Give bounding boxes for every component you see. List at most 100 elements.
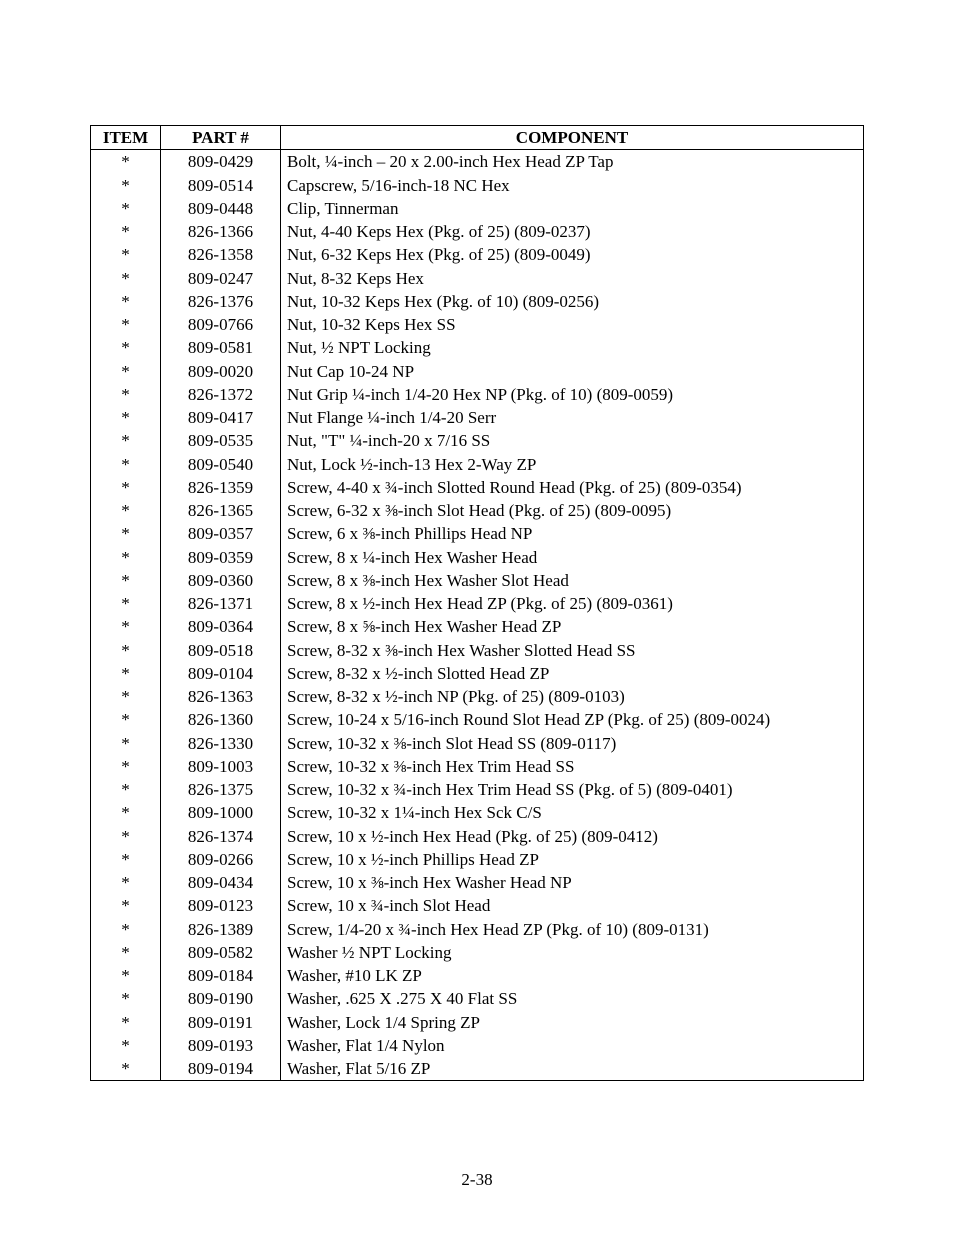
table-row: *809-0190Washer, .625 X .275 X 40 Flat S… (91, 987, 864, 1010)
component-cell: Nut Cap 10-24 NP (281, 360, 864, 383)
item-cell: * (91, 825, 161, 848)
item-cell: * (91, 871, 161, 894)
component-cell: Screw, 10 x ½-inch Hex Head (Pkg. of 25)… (281, 825, 864, 848)
item-cell: * (91, 220, 161, 243)
item-cell: * (91, 778, 161, 801)
item-cell: * (91, 801, 161, 824)
table-row: *826-1389Screw, 1/4-20 x ¾-inch Hex Head… (91, 918, 864, 941)
part-cell: 809-0535 (161, 429, 281, 452)
part-cell: 809-0540 (161, 453, 281, 476)
component-cell: Screw, 10 x ½-inch Phillips Head ZP (281, 848, 864, 871)
table-body: *809-0429Bolt, ¼-inch – 20 x 2.00-inch H… (91, 150, 864, 1081)
item-cell: * (91, 569, 161, 592)
item-cell: * (91, 522, 161, 545)
table-row: *826-1365Screw, 6-32 x ⅜-inch Slot Head … (91, 499, 864, 522)
table-row: *809-0766Nut, 10-32 Keps Hex SS (91, 313, 864, 336)
part-cell: 826-1358 (161, 243, 281, 266)
part-cell: 826-1365 (161, 499, 281, 522)
item-cell: * (91, 383, 161, 406)
part-cell: 809-0359 (161, 546, 281, 569)
component-cell: Screw, 10-32 x ⅜-inch Hex Trim Head SS (281, 755, 864, 778)
component-cell: Screw, 8-32 x ½-inch NP (Pkg. of 25) (80… (281, 685, 864, 708)
table-row: *809-0247Nut, 8-32 Keps Hex (91, 267, 864, 290)
component-cell: Screw, 8 x ¼-inch Hex Washer Head (281, 546, 864, 569)
component-cell: Washer, Flat 5/16 ZP (281, 1057, 864, 1081)
part-cell: 809-0417 (161, 406, 281, 429)
part-cell: 826-1330 (161, 732, 281, 755)
table-row: *809-0581Nut, ½ NPT Locking (91, 336, 864, 359)
table-row: *809-0540Nut, Lock ½-inch-13 Hex 2-Way Z… (91, 453, 864, 476)
part-cell: 809-0184 (161, 964, 281, 987)
page-number: 2-38 (0, 1170, 954, 1190)
part-cell: 809-1003 (161, 755, 281, 778)
part-cell: 809-0581 (161, 336, 281, 359)
item-cell: * (91, 499, 161, 522)
item-cell: * (91, 429, 161, 452)
table-row: *826-1363Screw, 8-32 x ½-inch NP (Pkg. o… (91, 685, 864, 708)
component-cell: Nut Flange ¼-inch 1/4-20 Serr (281, 406, 864, 429)
table-row: *809-0184Washer, #10 LK ZP (91, 964, 864, 987)
part-cell: 809-0357 (161, 522, 281, 545)
component-cell: Screw, 10 x ⅜-inch Hex Washer Head NP (281, 871, 864, 894)
item-cell: * (91, 732, 161, 755)
component-cell: Capscrew, 5/16-inch-18 NC Hex (281, 174, 864, 197)
item-cell: * (91, 174, 161, 197)
table-row: *809-1000Screw, 10-32 x 1¼-inch Hex Sck … (91, 801, 864, 824)
component-cell: Screw, 10-32 x ¾-inch Hex Trim Head SS (… (281, 778, 864, 801)
item-cell: * (91, 685, 161, 708)
table-row: *809-0434Screw, 10 x ⅜-inch Hex Washer H… (91, 871, 864, 894)
item-cell: * (91, 360, 161, 383)
part-cell: 826-1366 (161, 220, 281, 243)
part-cell: 826-1389 (161, 918, 281, 941)
component-cell: Nut, 6-32 Keps Hex (Pkg. of 25) (809-004… (281, 243, 864, 266)
table-row: *826-1372Nut Grip ¼-inch 1/4-20 Hex NP (… (91, 383, 864, 406)
component-cell: Washer, Lock 1/4 Spring ZP (281, 1011, 864, 1034)
part-cell: 809-0193 (161, 1034, 281, 1057)
part-cell: 809-0104 (161, 662, 281, 685)
item-cell: * (91, 964, 161, 987)
table-row: *809-0514Capscrew, 5/16-inch-18 NC Hex (91, 174, 864, 197)
component-cell: Bolt, ¼-inch – 20 x 2.00-inch Hex Head Z… (281, 150, 864, 174)
item-cell: * (91, 476, 161, 499)
table-row: *809-0429Bolt, ¼-inch – 20 x 2.00-inch H… (91, 150, 864, 174)
component-cell: Nut, 10-32 Keps Hex SS (281, 313, 864, 336)
component-cell: Washer, Flat 1/4 Nylon (281, 1034, 864, 1057)
component-cell: Screw, 1/4-20 x ¾-inch Hex Head ZP (Pkg.… (281, 918, 864, 941)
component-cell: Washer, .625 X .275 X 40 Flat SS (281, 987, 864, 1010)
component-cell: Nut, Lock ½-inch-13 Hex 2-Way ZP (281, 453, 864, 476)
table-row: *809-0194Washer, Flat 5/16 ZP (91, 1057, 864, 1081)
component-cell: Nut, ½ NPT Locking (281, 336, 864, 359)
table-row: *826-1375Screw, 10-32 x ¾-inch Hex Trim … (91, 778, 864, 801)
component-cell: Nut Grip ¼-inch 1/4-20 Hex NP (Pkg. of 1… (281, 383, 864, 406)
item-cell: * (91, 592, 161, 615)
part-cell: 809-0247 (161, 267, 281, 290)
header-component: COMPONENT (281, 126, 864, 150)
part-cell: 826-1372 (161, 383, 281, 406)
table-row: *826-1371Screw, 8 x ½-inch Hex Head ZP (… (91, 592, 864, 615)
table-row: *809-0518Screw, 8-32 x ⅜-inch Hex Washer… (91, 639, 864, 662)
item-cell: * (91, 1011, 161, 1034)
part-cell: 809-0518 (161, 639, 281, 662)
header-item: ITEM (91, 126, 161, 150)
table-row: *809-0123Screw, 10 x ¾-inch Slot Head (91, 894, 864, 917)
item-cell: * (91, 639, 161, 662)
component-cell: Screw, 6-32 x ⅜-inch Slot Head (Pkg. of … (281, 499, 864, 522)
table-row: *809-0266Screw, 10 x ½-inch Phillips Hea… (91, 848, 864, 871)
part-cell: 809-0364 (161, 615, 281, 638)
component-cell: Clip, Tinnerman (281, 197, 864, 220)
table-row: *809-0191Washer, Lock 1/4 Spring ZP (91, 1011, 864, 1034)
part-cell: 809-0448 (161, 197, 281, 220)
item-cell: * (91, 336, 161, 359)
item-cell: * (91, 267, 161, 290)
component-cell: Washer, #10 LK ZP (281, 964, 864, 987)
item-cell: * (91, 755, 161, 778)
table-row: *809-0020Nut Cap 10-24 NP (91, 360, 864, 383)
part-cell: 826-1376 (161, 290, 281, 313)
item-cell: * (91, 546, 161, 569)
component-cell: Screw, 4-40 x ¾-inch Slotted Round Head … (281, 476, 864, 499)
part-cell: 809-0434 (161, 871, 281, 894)
table-header: ITEM PART # COMPONENT (91, 126, 864, 150)
table-row: *809-0582Washer ½ NPT Locking (91, 941, 864, 964)
item-cell: * (91, 941, 161, 964)
item-cell: * (91, 453, 161, 476)
